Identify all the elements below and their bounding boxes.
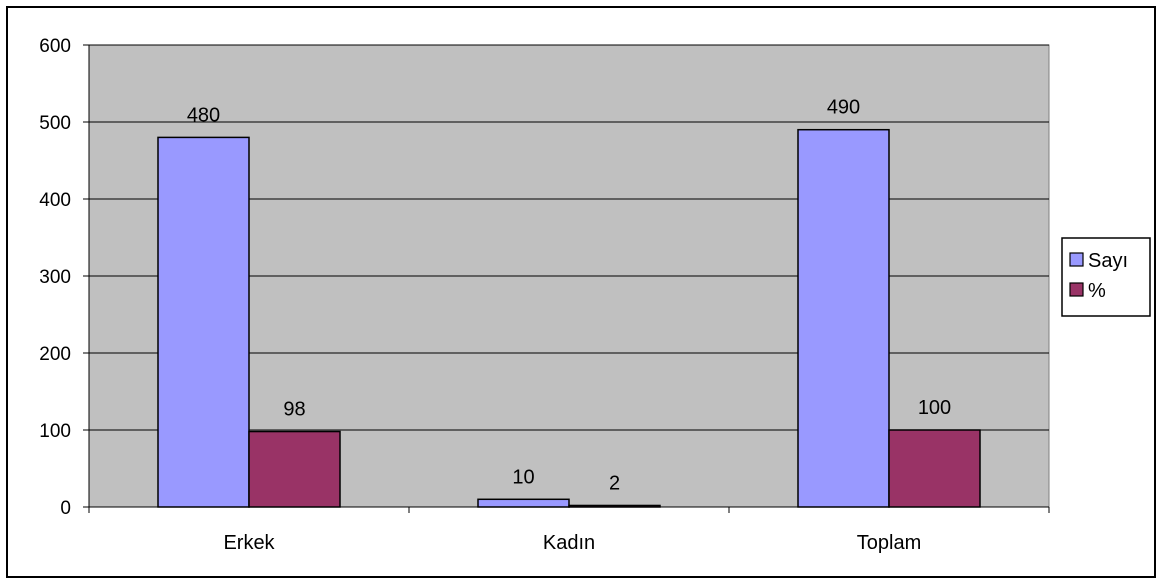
data-label: 2 [609,472,620,494]
x-tick-label: Erkek [223,532,275,554]
data-label: 490 [827,97,860,119]
y-tick-label: 200 [39,344,71,365]
data-label: 100 [918,397,951,419]
data-label: 480 [187,104,220,126]
y-tick-label: 400 [39,190,71,211]
legend-swatch [1069,252,1084,267]
axes: 0 100 200 300 400 500 600 Erkek Kadın Toplam [39,36,1050,554]
bar-sayi-erkek [157,136,250,508]
legend-label: Sayı [1088,250,1128,272]
legend-box [1061,237,1151,317]
y-tick-label: 300 [39,267,71,288]
data-labels: 480 98 10 2 490 100 [187,97,951,495]
bar-percent-erkek [248,430,341,508]
legend-label: % [1088,280,1106,302]
legend-swatch [1069,282,1084,297]
data-label: 98 [283,399,305,421]
legend: Sayı% [1061,237,1151,317]
x-tick-label: Kadın [543,532,595,554]
y-tick-label: 0 [60,498,71,519]
bar-sayi-kadın [477,498,570,508]
y-tick-label: 600 [39,36,71,57]
y-tick-label: 100 [39,421,71,442]
data-label: 10 [512,466,534,488]
bars [157,128,981,508]
x-tick-label: Toplam [857,532,921,554]
bar-percent-toplam [888,429,981,508]
y-tick-label: 500 [39,113,71,134]
bar-sayi-toplam [797,128,890,508]
